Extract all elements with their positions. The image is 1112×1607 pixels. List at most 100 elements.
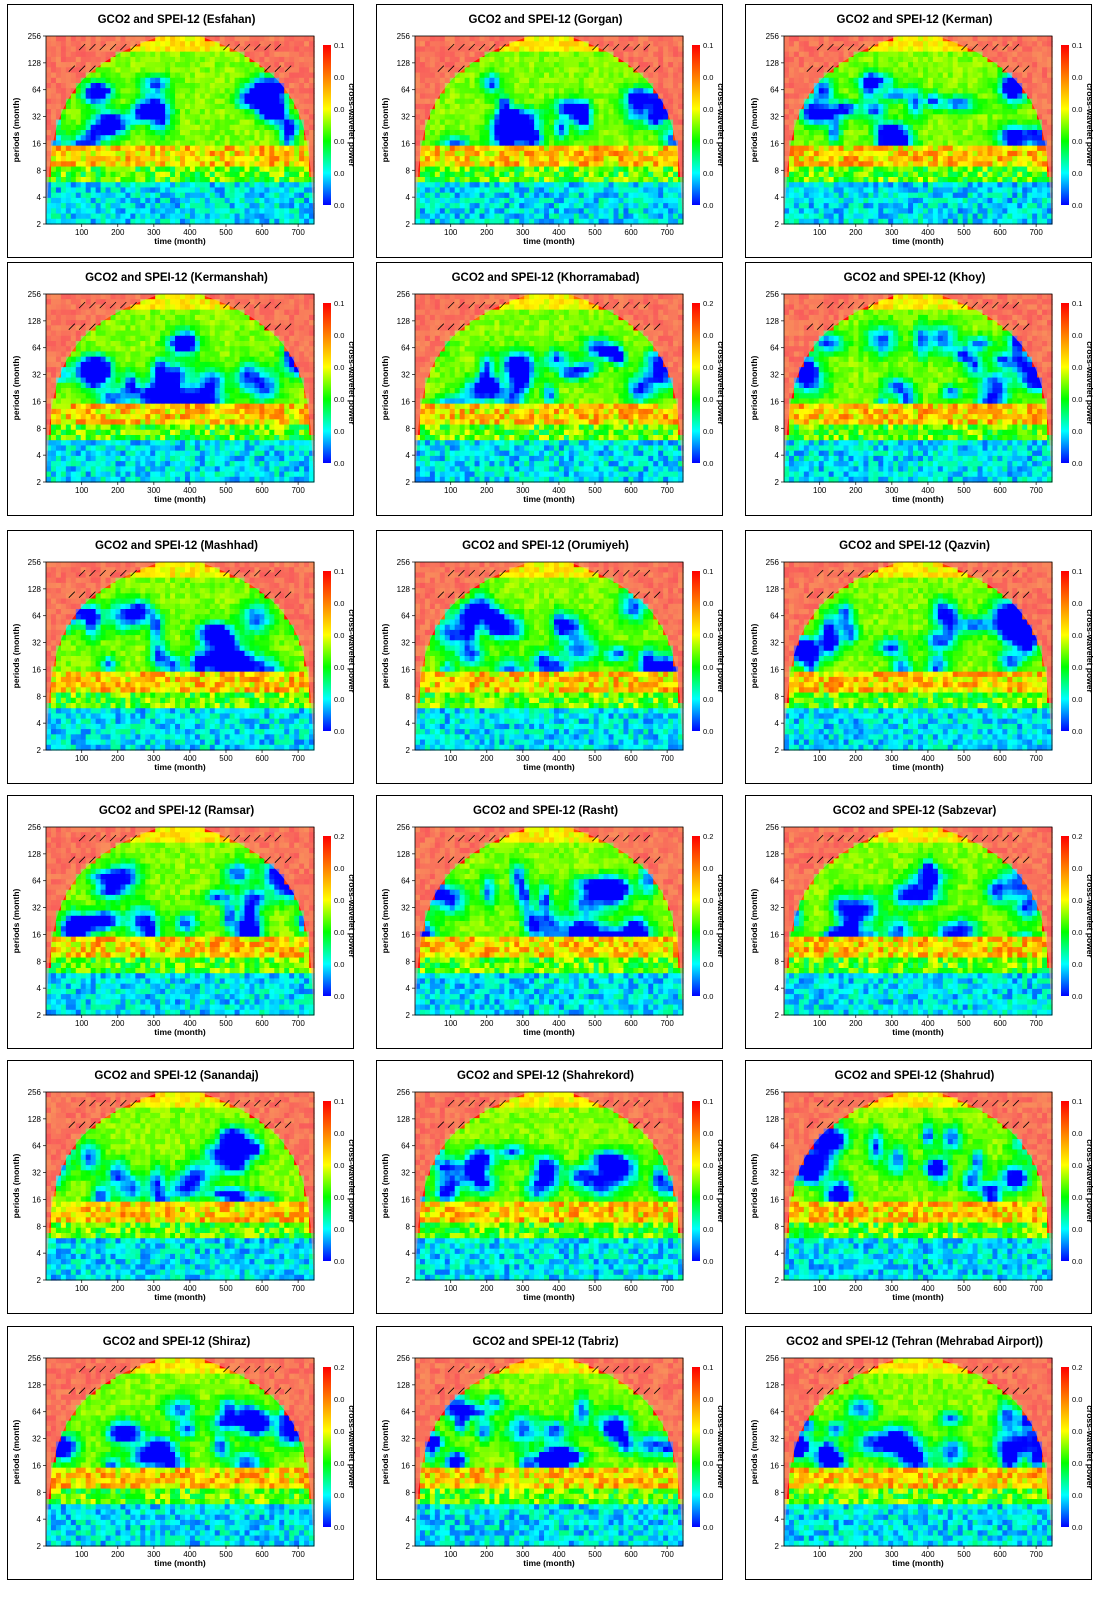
x-tick-label: 200 <box>480 1550 494 1559</box>
x-tick-label: 100 <box>813 754 827 763</box>
colorbar-tick-label: 0.0 <box>334 459 344 468</box>
y-tick-label: 128 <box>766 59 780 68</box>
cone-of-influence <box>415 1092 683 1280</box>
colorbar-tick-label: 0.0 <box>334 992 344 1001</box>
x-tick-label: 400 <box>921 486 935 495</box>
x-tick-label: 600 <box>255 1019 269 1028</box>
y-tick-label: 16 <box>770 397 779 406</box>
colorbar-tick-label: 0.0 <box>1072 1523 1082 1532</box>
colorbar-tick-label: 0.0 <box>334 1161 344 1170</box>
x-tick-label: 400 <box>552 754 566 763</box>
y-tick-label: 32 <box>770 904 779 913</box>
colorbar-tick-label: 0.0 <box>1072 1129 1082 1138</box>
wavelet-panel: GCO2 and SPEI-12 (Ramsar) 2 4 8 16 32 64 128 256… <box>7 795 357 1049</box>
colorbar-tick-label: 0.0 <box>334 1129 344 1138</box>
plot-frame <box>783 293 1053 483</box>
x-tick-label: 300 <box>516 486 530 495</box>
x-tick-label: 700 <box>291 1019 305 1028</box>
cone-of-influence <box>784 1358 1052 1546</box>
colorbar-tick-label: 0.0 <box>1072 395 1082 404</box>
x-tick-label: 700 <box>1029 486 1043 495</box>
x-tick-label: 400 <box>183 754 197 763</box>
x-tick-label: 100 <box>444 754 458 763</box>
y-tick-label: 64 <box>770 344 779 353</box>
wavelet-panel: GCO2 and SPEI-12 (Khoy) 2 4 8 16 32 64 128 256 10… <box>745 262 1095 516</box>
colorbar-tick-label: 0.0 <box>1072 1225 1082 1234</box>
x-tick-label: 600 <box>255 1550 269 1559</box>
colorbar-tick-label: 0.0 <box>334 1257 344 1266</box>
y-tick-label: 32 <box>32 371 41 380</box>
phase-arrows <box>437 1099 661 1128</box>
x-tick-label: 300 <box>147 1019 161 1028</box>
y-tick-label: 2 <box>37 1276 42 1285</box>
chart-title: GCO2 and SPEI-12 (Mashhad) <box>95 540 258 552</box>
y-tick-label: 128 <box>397 59 411 68</box>
y-tick-label: 8 <box>406 166 411 175</box>
y-tick-label: 16 <box>32 1461 41 1470</box>
colorbar-tick-label: 0.0 <box>334 960 344 969</box>
colorbar-tick-label: 0.2 <box>703 832 713 841</box>
x-axis-label: time (month) <box>523 1292 575 1302</box>
x-axis-label: time (month) <box>892 1292 944 1302</box>
x-tick-label: 300 <box>885 228 899 237</box>
phase-arrows <box>68 1099 292 1128</box>
y-tick-label: 256 <box>766 823 780 832</box>
x-tick-label: 100 <box>813 1019 827 1028</box>
wavelet-chart: GCO2 and SPEI-12 (Kermanshah) 2 4 8 16 32 64 12… <box>11 272 357 504</box>
x-tick-label: 400 <box>183 486 197 495</box>
colorbar-tick-label: 0.0 <box>703 631 713 640</box>
x-tick-label: 600 <box>255 228 269 237</box>
y-tick-label: 16 <box>401 139 410 148</box>
x-tick-label: 500 <box>588 228 602 237</box>
x-tick-label: 500 <box>957 228 971 237</box>
x-tick-label: 300 <box>516 1284 530 1293</box>
y-tick-label: 4 <box>37 719 42 728</box>
colorbar <box>692 836 700 996</box>
x-tick-label: 500 <box>588 754 602 763</box>
x-tick-label: 200 <box>849 228 863 237</box>
y-tick-label: 256 <box>397 1354 411 1363</box>
colorbar-tick-label: 0.0 <box>334 1491 344 1500</box>
y-tick-label: 2 <box>406 478 411 487</box>
colorbar <box>1061 836 1069 996</box>
colorbar-tick-label: 0.0 <box>334 1193 344 1202</box>
colorbar <box>1061 1101 1069 1261</box>
colorbar-tick-label: 0.0 <box>1072 928 1082 937</box>
x-tick-label: 300 <box>147 228 161 237</box>
colorbar <box>323 571 331 731</box>
wavelet-chart: GCO2 and SPEI-12 (Orumiyeh) 2 4 8 16 32 64 128 2… <box>380 540 726 772</box>
y-axis-label: periods (month) <box>11 355 21 420</box>
y-tick-label: 8 <box>37 1488 42 1497</box>
colorbar <box>692 45 700 205</box>
colorbar-tick-label: 0.0 <box>1072 1257 1082 1266</box>
x-tick-label: 600 <box>993 1019 1007 1028</box>
x-tick-label: 400 <box>183 1284 197 1293</box>
chart-title: GCO2 and SPEI-12 (Kerman) <box>837 14 993 26</box>
x-tick-label: 600 <box>993 486 1007 495</box>
colorbar-label: cross-wavelet power <box>347 83 357 167</box>
y-tick-label: 4 <box>406 193 411 202</box>
x-tick-label: 100 <box>444 228 458 237</box>
x-tick-label: 700 <box>1029 1550 1043 1559</box>
colorbar-tick-label: 0.0 <box>1072 960 1082 969</box>
colorbar-tick-label: 0.0 <box>1072 105 1082 114</box>
colorbar-tick-label: 0.0 <box>703 896 713 905</box>
y-tick-label: 32 <box>401 1435 410 1444</box>
colorbar-tick-label: 0.0 <box>703 363 713 372</box>
y-tick-label: 32 <box>32 1169 41 1178</box>
x-tick-label: 200 <box>480 228 494 237</box>
colorbar-tick-label: 0.0 <box>1072 201 1082 210</box>
y-tick-label: 256 <box>397 32 411 41</box>
colorbar-label: cross-wavelet power <box>716 83 726 167</box>
y-tick-label: 8 <box>37 692 42 701</box>
x-tick-label: 700 <box>1029 1019 1043 1028</box>
y-tick-label: 2 <box>37 1542 42 1551</box>
y-tick-label: 128 <box>766 850 780 859</box>
y-tick-label: 256 <box>28 1088 42 1097</box>
wavelet-chart: GCO2 and SPEI-12 (Tehran (Mehrabad Airpo… <box>749 1336 1095 1568</box>
chart-title: GCO2 and SPEI-12 (Rasht) <box>473 805 618 817</box>
colorbar-tick-label: 0.2 <box>703 299 713 308</box>
y-tick-label: 128 <box>28 850 42 859</box>
y-tick-label: 2 <box>37 1011 42 1020</box>
colorbar-tick-label: 0.0 <box>334 137 344 146</box>
